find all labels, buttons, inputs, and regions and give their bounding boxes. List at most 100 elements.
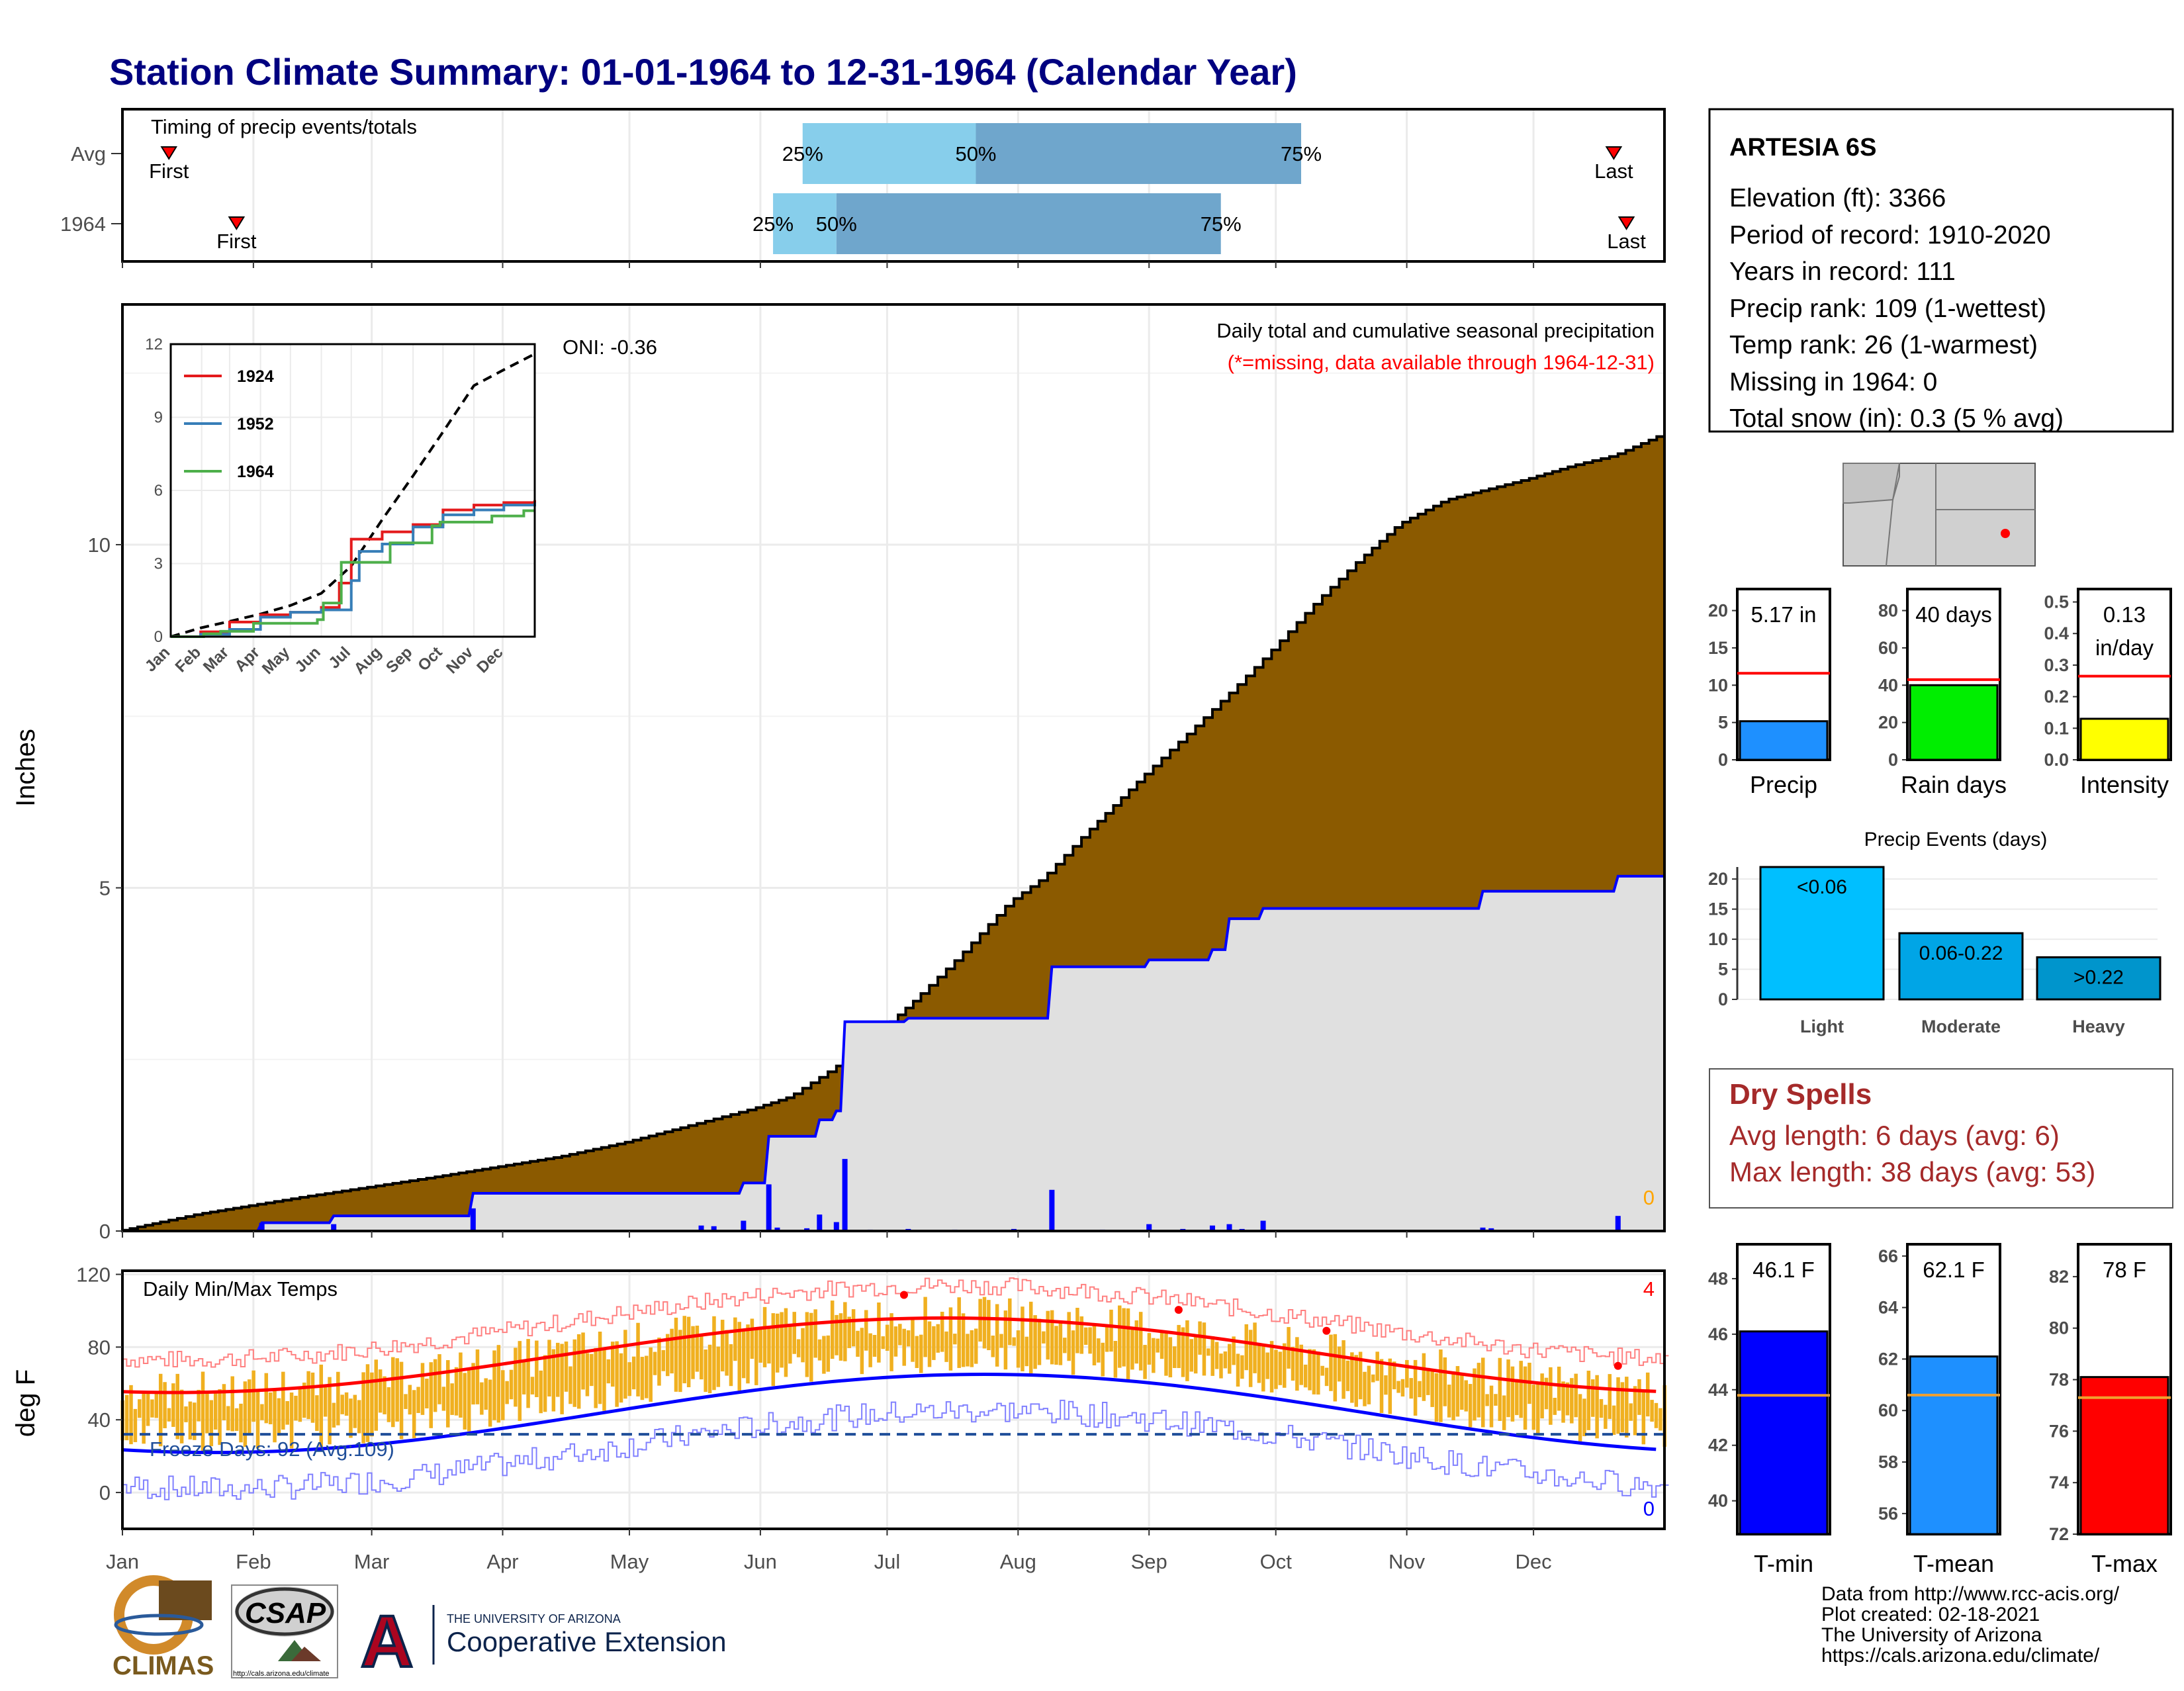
daily-temp-bar [459, 1352, 463, 1418]
small-chart-tick-label: 0.3 [2044, 655, 2069, 675]
daily-temp-bar [484, 1378, 488, 1410]
inset-y-tick-label: 9 [154, 409, 163, 427]
daily-temp-bar [1561, 1381, 1565, 1423]
daily-temp-bar [1160, 1332, 1164, 1359]
daily-temp-bar [218, 1389, 222, 1445]
daily-temp-bar [1257, 1344, 1261, 1383]
daily-temp-bar [686, 1316, 691, 1387]
timing-first-marker [160, 146, 178, 160]
daily-temp-bar [784, 1308, 788, 1377]
small-chart-tick-label: 40 [1878, 675, 1898, 695]
temps-y-tick-label: 0 [99, 1481, 111, 1504]
daily-temp-bar [404, 1394, 408, 1409]
daily-temp-bar [594, 1348, 598, 1408]
daily-temp-bar [467, 1370, 471, 1432]
cumulative-1964-area [122, 876, 1664, 1231]
record-high-marker [1614, 1361, 1622, 1370]
month-tick-label: Jul [874, 1550, 901, 1573]
daily-precip-bar [1260, 1220, 1266, 1231]
daily-temp-bar [809, 1312, 813, 1382]
daily-temp-bar [1236, 1353, 1240, 1387]
ua-logo-small: THE UNIVERSITY OF ARIZONA [447, 1612, 621, 1625]
timing-last-marker [1605, 146, 1623, 160]
daily-temp-bar [488, 1379, 492, 1427]
daily-temp-bar [1269, 1341, 1274, 1393]
daily-temp-bar [197, 1389, 201, 1422]
info-line: Elevation (ft): 3366 [1729, 184, 1946, 212]
daily-temp-bar [1418, 1381, 1422, 1398]
daily-precip-bar [774, 1227, 780, 1231]
daily-temp-bar [712, 1316, 716, 1391]
daily-temp-bar [1282, 1343, 1287, 1388]
daily-temp-bar [1152, 1338, 1156, 1373]
daily-temp-bar [885, 1324, 889, 1351]
daily-temp-bar [1088, 1327, 1092, 1354]
daily-temp-bar [429, 1362, 433, 1428]
daily-temp-bar [124, 1394, 129, 1441]
daily-temp-bar [1633, 1386, 1637, 1436]
daily-temp-bar [792, 1312, 796, 1354]
daily-temp-bar [264, 1373, 269, 1424]
daily-temp-bar [762, 1306, 767, 1367]
missing-count-label: 0 [1643, 1186, 1655, 1209]
daily-temp-bar [1295, 1337, 1299, 1391]
daily-temp-bar [1071, 1330, 1075, 1375]
daily-temp-bar [1079, 1316, 1084, 1354]
daily-temp-bar [255, 1391, 260, 1449]
daily-temp-bar [260, 1404, 264, 1420]
daily-temp-bar [539, 1370, 543, 1414]
daily-temp-bar [492, 1350, 496, 1420]
inset-legend-label: 1952 [237, 415, 274, 434]
precip-frame [121, 303, 1666, 1232]
daily-temp-bar [138, 1399, 142, 1418]
daily-temp-bar [336, 1371, 340, 1426]
daily-temp-bar [1164, 1333, 1168, 1376]
daily-temp-bar [1113, 1341, 1118, 1378]
oni-label: ONI: -0.36 [563, 336, 657, 359]
daily-temp-bar [1202, 1322, 1206, 1376]
daily-temp-bar [1075, 1307, 1079, 1353]
daily-temp-bar [251, 1370, 255, 1422]
inset-series-line [171, 502, 536, 638]
timing-p75-label: 75% [1201, 212, 1242, 236]
daily-temp-bar [175, 1373, 179, 1440]
small-chart-tick-label: 0.5 [2044, 592, 2069, 612]
daily-temp-bar [817, 1339, 822, 1361]
daily-temp-bar [289, 1392, 294, 1449]
daily-temp-bar [953, 1334, 957, 1345]
daily-temp-bar [720, 1320, 725, 1372]
daily-temp-bar [729, 1344, 733, 1387]
events-y-tick-label: 10 [1708, 929, 1728, 949]
daily-temp-bar [1590, 1379, 1595, 1417]
daily-temp-bar [716, 1346, 721, 1387]
daily-precip-bar [766, 1184, 772, 1231]
daily-temp-bar [889, 1313, 893, 1371]
daily-temp-bar [425, 1379, 429, 1408]
daily-temp-bar [733, 1317, 737, 1361]
daily-temp-bar [1122, 1308, 1126, 1367]
daily-temp-bar [158, 1373, 163, 1447]
daily-temp-bar [1510, 1366, 1515, 1422]
daily-temp-bar [332, 1402, 336, 1428]
daily-temp-bar [750, 1318, 754, 1359]
daily-temp-bar [670, 1328, 674, 1374]
csap-logo-text: CSAP [245, 1597, 326, 1629]
daily-precip-bar [1049, 1189, 1055, 1231]
daily-temp-bar [1654, 1402, 1659, 1428]
daily-temp-bar [847, 1316, 851, 1348]
daily-temp-bar [1033, 1315, 1037, 1369]
daily-temp-bar [1253, 1322, 1257, 1373]
daily-temp-bar [1028, 1301, 1033, 1374]
small-chart-tick-label: 0.2 [2044, 687, 2069, 707]
events-y-tick-label: 0 [1718, 989, 1728, 1009]
daily-precip-bar [1480, 1227, 1486, 1231]
daily-temp-bar [357, 1400, 361, 1434]
daily-temp-bar [1494, 1394, 1498, 1406]
daily-temp-bar [1604, 1404, 1608, 1429]
station-info-box: ARTESIA 6S Elevation (ft): 3366 Period o… [1708, 108, 2174, 433]
daily-temp-bar [509, 1369, 514, 1400]
daily-temp-bar [1244, 1324, 1249, 1371]
timing-p75-label: 75% [1281, 142, 1322, 165]
event-category-label: Light [1800, 1017, 1844, 1036]
summary-bar [1909, 1355, 1999, 1535]
